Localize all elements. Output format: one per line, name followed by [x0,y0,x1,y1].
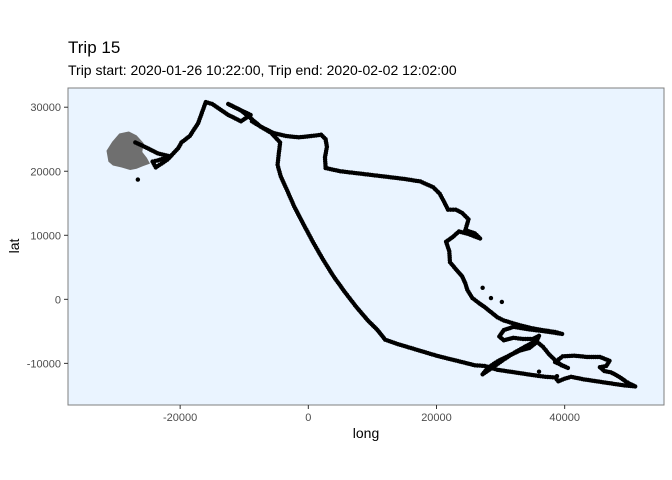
track-point [135,177,141,182]
x-axis: -20000 0 20000 40000 [163,405,580,424]
x-tick-label: -20000 [163,412,197,424]
y-tick-label: 0 [55,294,61,306]
track-point [536,369,542,374]
y-axis: -10000 0 10000 20000 30000 [27,102,68,370]
y-tick-label: 30000 [30,102,61,114]
land-layer [106,131,150,170]
x-tick-label: 40000 [549,412,580,424]
x-tick-label: 0 [305,412,311,424]
chart-title: Trip 15 [68,38,120,57]
y-axis-title: lat [6,239,22,254]
track-point [480,285,485,291]
track-point [249,119,255,124]
x-axis-title: long [353,425,379,441]
plot-panel-border [67,87,665,406]
chart-subtitle: Trip start: 2020-01-26 10:22:00, Trip en… [68,62,457,78]
y-tick-label: 20000 [30,166,61,178]
land-shape [106,131,150,170]
y-tick-label: -10000 [27,358,61,370]
plot-panel [68,88,664,405]
y-tick-label: 10000 [30,230,61,242]
track-point [488,295,494,301]
track-point [499,299,505,305]
track-points-layer [133,99,638,389]
track-point [554,373,560,379]
x-tick-label: 20000 [421,412,452,424]
